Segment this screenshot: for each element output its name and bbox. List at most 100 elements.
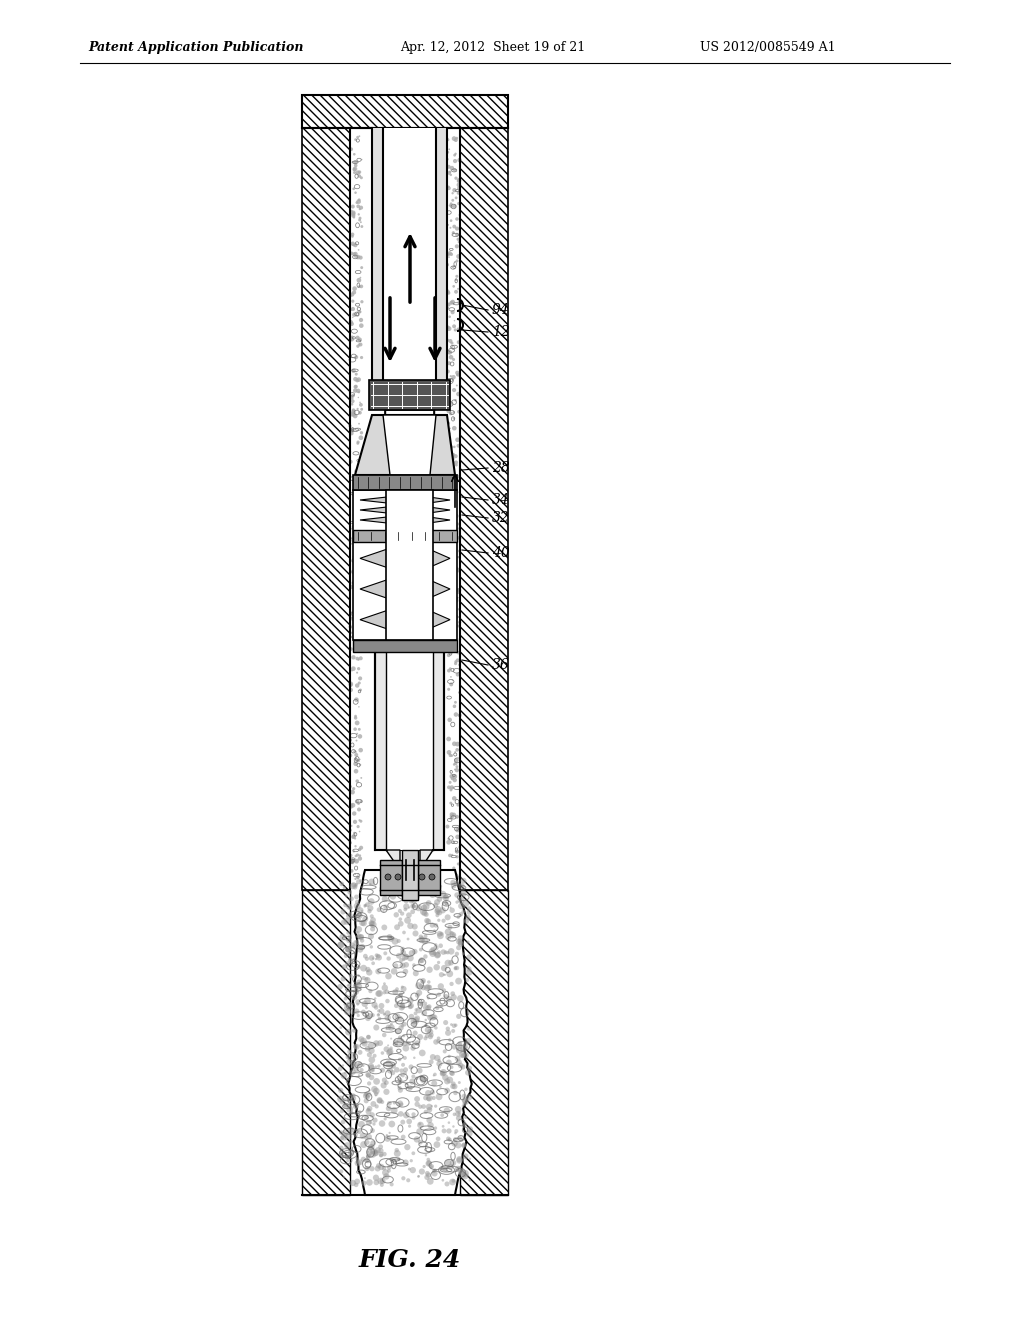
Point (353, 257, 370, 279)
Point (343, 312, 359, 333)
Point (451, 907, 467, 928)
Point (445, 1171, 462, 1192)
Point (356, 1034, 373, 1055)
Point (430, 1129, 446, 1150)
Point (461, 1018, 477, 1039)
Point (406, 1143, 422, 1164)
Point (437, 941, 454, 962)
Point (420, 1148, 436, 1170)
Point (406, 1067, 422, 1088)
Point (347, 863, 364, 884)
Point (368, 1084, 384, 1105)
Point (458, 1090, 474, 1111)
Point (348, 921, 365, 942)
Point (357, 895, 374, 916)
Point (451, 682, 467, 704)
Point (404, 888, 421, 909)
Point (418, 925, 434, 946)
Point (444, 447, 461, 469)
Point (353, 488, 370, 510)
Point (415, 1068, 431, 1089)
Point (364, 906, 380, 927)
Point (381, 879, 397, 900)
Point (394, 994, 411, 1015)
Point (450, 649, 466, 671)
Point (392, 1069, 409, 1090)
Point (398, 1073, 415, 1094)
Point (440, 342, 457, 363)
Point (347, 754, 364, 775)
Point (436, 957, 453, 978)
Point (414, 1043, 430, 1064)
Point (424, 939, 440, 960)
Point (442, 898, 459, 919)
Point (345, 875, 361, 896)
Point (336, 994, 352, 1015)
Point (356, 896, 373, 917)
Point (452, 931, 468, 952)
Point (444, 669, 461, 690)
Point (446, 480, 463, 502)
Point (445, 1020, 462, 1041)
Point (371, 1001, 387, 1022)
Point (416, 1002, 432, 1023)
Point (449, 224, 465, 246)
Point (379, 990, 395, 1011)
Point (349, 845, 366, 866)
Point (377, 1073, 393, 1094)
Point (347, 510, 364, 531)
Text: Patent Application Publication: Patent Application Publication (88, 41, 303, 54)
Point (374, 995, 390, 1016)
Point (417, 993, 433, 1014)
Point (374, 1113, 390, 1134)
Point (441, 916, 458, 937)
Point (446, 1104, 463, 1125)
Point (441, 243, 458, 264)
Point (439, 445, 456, 466)
Point (358, 1090, 375, 1111)
Point (333, 1160, 349, 1181)
Point (351, 495, 368, 516)
Point (461, 962, 477, 983)
Point (428, 937, 444, 958)
Point (444, 589, 461, 610)
Point (439, 330, 456, 351)
Point (371, 1005, 387, 1026)
Point (368, 1143, 384, 1164)
Point (344, 234, 360, 255)
Point (451, 231, 467, 252)
Point (378, 1166, 394, 1187)
Point (444, 845, 461, 866)
Point (343, 680, 359, 701)
Point (453, 904, 469, 925)
Point (372, 1090, 388, 1111)
Point (411, 975, 427, 997)
Point (449, 807, 465, 828)
Point (360, 1146, 377, 1167)
Point (413, 927, 429, 948)
Point (442, 437, 459, 458)
Point (344, 226, 360, 247)
Point (452, 611, 468, 632)
Point (406, 890, 422, 911)
Point (349, 433, 366, 454)
Point (398, 896, 415, 917)
Point (451, 193, 467, 214)
Point (351, 198, 368, 219)
Point (447, 590, 464, 611)
Point (413, 939, 429, 960)
Point (431, 1049, 447, 1071)
Point (391, 1077, 408, 1098)
Point (395, 1026, 412, 1047)
Point (412, 1096, 428, 1117)
Point (360, 1111, 377, 1133)
Point (351, 334, 368, 355)
Text: 94: 94 (492, 304, 510, 317)
Point (386, 961, 402, 982)
Point (344, 851, 360, 873)
Point (347, 154, 364, 176)
Point (441, 306, 458, 327)
Point (379, 981, 395, 1002)
Point (458, 1044, 474, 1065)
Point (443, 521, 460, 543)
